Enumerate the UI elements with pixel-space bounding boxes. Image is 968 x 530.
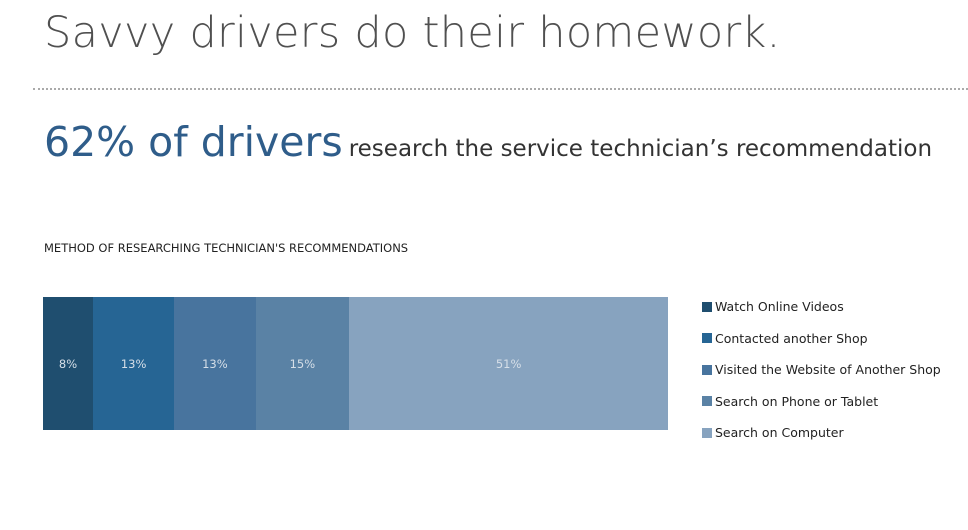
page-title: Savvy drivers do their homework. [44, 8, 781, 58]
bar-segment: 13% [174, 297, 256, 430]
dotted-divider [33, 88, 968, 90]
legend-item: Search on Computer [702, 417, 941, 449]
headline-stat: 62% of drivers [44, 118, 343, 166]
stacked-bar: 8% 13% 13% 15% 51% [43, 297, 668, 430]
data-label: 15% [289, 356, 316, 371]
legend-item: Contacted another Shop [702, 323, 941, 355]
legend-item: Watch Online Videos [702, 291, 941, 323]
data-label: 51% [495, 356, 522, 371]
chart-title: METHOD OF RESEARCHING TECHNICIAN'S RECOM… [44, 241, 409, 255]
data-label: 8% [58, 356, 78, 371]
legend-swatch [702, 333, 712, 344]
bar-segment: 8% [43, 297, 93, 430]
legend: Watch Online Videos Contacted another Sho… [702, 291, 941, 449]
legend-swatch [702, 364, 712, 375]
bar-segment: 15% [255, 297, 350, 430]
legend-label: Contacted another Shop [715, 330, 868, 346]
legend-swatch [702, 301, 712, 312]
data-label: 13% [120, 356, 147, 371]
legend-label: Visited the Website of Another Shop [715, 362, 941, 378]
legend-swatch [702, 396, 712, 407]
data-label: 13% [202, 356, 228, 371]
legend-swatch [702, 427, 712, 438]
legend-item: Visited the Website of Another Shop [702, 354, 941, 386]
headline: 62% of drivers research the service techn… [44, 118, 932, 166]
headline-subtitle: research the service technician’s recomm… [348, 136, 933, 162]
legend-label: Search on Computer [715, 425, 844, 441]
legend-label: Search on Phone or Tablet [715, 393, 879, 409]
bar-segment: 13% [93, 297, 175, 430]
bar-segment: 51% [349, 297, 668, 430]
legend-item: Search on Phone or Tablet [702, 386, 941, 418]
legend-label: Watch Online Videos [715, 299, 844, 315]
